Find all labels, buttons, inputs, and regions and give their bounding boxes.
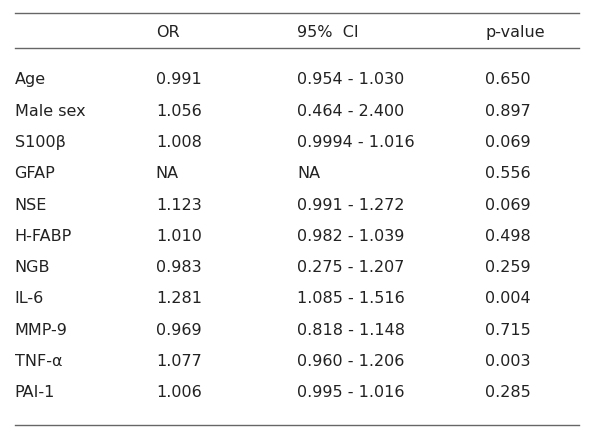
Text: 1.085 - 1.516: 1.085 - 1.516 (297, 291, 405, 306)
Text: 0.991: 0.991 (156, 72, 201, 87)
Text: 0.9994 - 1.016: 0.9994 - 1.016 (297, 135, 415, 150)
Text: 95%  CI: 95% CI (297, 25, 359, 40)
Text: S100β: S100β (14, 135, 65, 150)
Text: H-FABP: H-FABP (14, 229, 72, 244)
Text: NA: NA (297, 166, 320, 181)
Text: 0.983: 0.983 (156, 260, 201, 275)
Text: MMP-9: MMP-9 (14, 322, 68, 338)
Text: 0.982 - 1.039: 0.982 - 1.039 (297, 229, 405, 244)
Text: 1.123: 1.123 (156, 197, 201, 213)
Text: TNF-α: TNF-α (14, 354, 62, 369)
Text: 0.650: 0.650 (485, 72, 531, 87)
Text: 0.285: 0.285 (485, 385, 531, 400)
Text: 0.954 - 1.030: 0.954 - 1.030 (297, 72, 405, 87)
Text: NA: NA (156, 166, 179, 181)
Text: 0.960 - 1.206: 0.960 - 1.206 (297, 354, 405, 369)
Text: IL-6: IL-6 (14, 291, 44, 306)
Text: 0.498: 0.498 (485, 229, 531, 244)
Text: 0.969: 0.969 (156, 322, 201, 338)
Text: 0.275 - 1.207: 0.275 - 1.207 (297, 260, 405, 275)
Text: NSE: NSE (14, 197, 47, 213)
Text: 0.259: 0.259 (485, 260, 531, 275)
Text: 0.003: 0.003 (485, 354, 531, 369)
Text: 0.069: 0.069 (485, 197, 531, 213)
Text: 1.281: 1.281 (156, 291, 202, 306)
Text: OR: OR (156, 25, 179, 40)
Text: 1.077: 1.077 (156, 354, 201, 369)
Text: 0.004: 0.004 (485, 291, 531, 306)
Text: p-value: p-value (485, 25, 545, 40)
Text: NGB: NGB (14, 260, 50, 275)
Text: 0.464 - 2.400: 0.464 - 2.400 (297, 104, 405, 118)
Text: PAI-1: PAI-1 (14, 385, 55, 400)
Text: 0.897: 0.897 (485, 104, 531, 118)
Text: 1.010: 1.010 (156, 229, 201, 244)
Text: 0.069: 0.069 (485, 135, 531, 150)
Text: Male sex: Male sex (14, 104, 85, 118)
Text: GFAP: GFAP (14, 166, 55, 181)
Text: 0.991 - 1.272: 0.991 - 1.272 (297, 197, 405, 213)
Text: 0.818 - 1.148: 0.818 - 1.148 (297, 322, 405, 338)
Text: 0.715: 0.715 (485, 322, 531, 338)
Text: 0.995 - 1.016: 0.995 - 1.016 (297, 385, 405, 400)
Text: Age: Age (14, 72, 46, 87)
Text: 0.556: 0.556 (485, 166, 531, 181)
Text: 1.006: 1.006 (156, 385, 201, 400)
Text: 1.056: 1.056 (156, 104, 201, 118)
Text: 1.008: 1.008 (156, 135, 201, 150)
